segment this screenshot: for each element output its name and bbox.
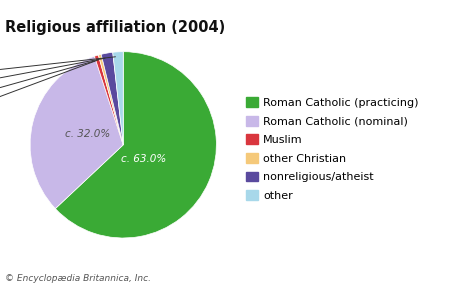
Text: Religious affiliation (2004): Religious affiliation (2004) [5,20,225,35]
Text: c. 0.5%: c. 0.5% [0,60,98,99]
Wedge shape [99,54,123,145]
Text: © Encyclopædia Britannica, Inc.: © Encyclopædia Britannica, Inc. [5,274,151,283]
Wedge shape [113,52,123,145]
Wedge shape [30,56,123,209]
Text: c. 0.7%: c. 0.7% [0,61,95,111]
Legend: Roman Catholic (practicing), Roman Catholic (nominal), Muslim, other Christian, : Roman Catholic (practicing), Roman Catho… [246,97,419,201]
Wedge shape [101,52,123,145]
Wedge shape [94,55,123,145]
Text: c. 1.8%: c. 1.8% [0,57,116,77]
Text: c. 63.0%: c. 63.0% [121,154,166,164]
Text: c. 32.0%: c. 32.0% [65,129,110,139]
Text: c. 2.0%: c. 2.0% [0,58,105,87]
Wedge shape [55,52,217,238]
